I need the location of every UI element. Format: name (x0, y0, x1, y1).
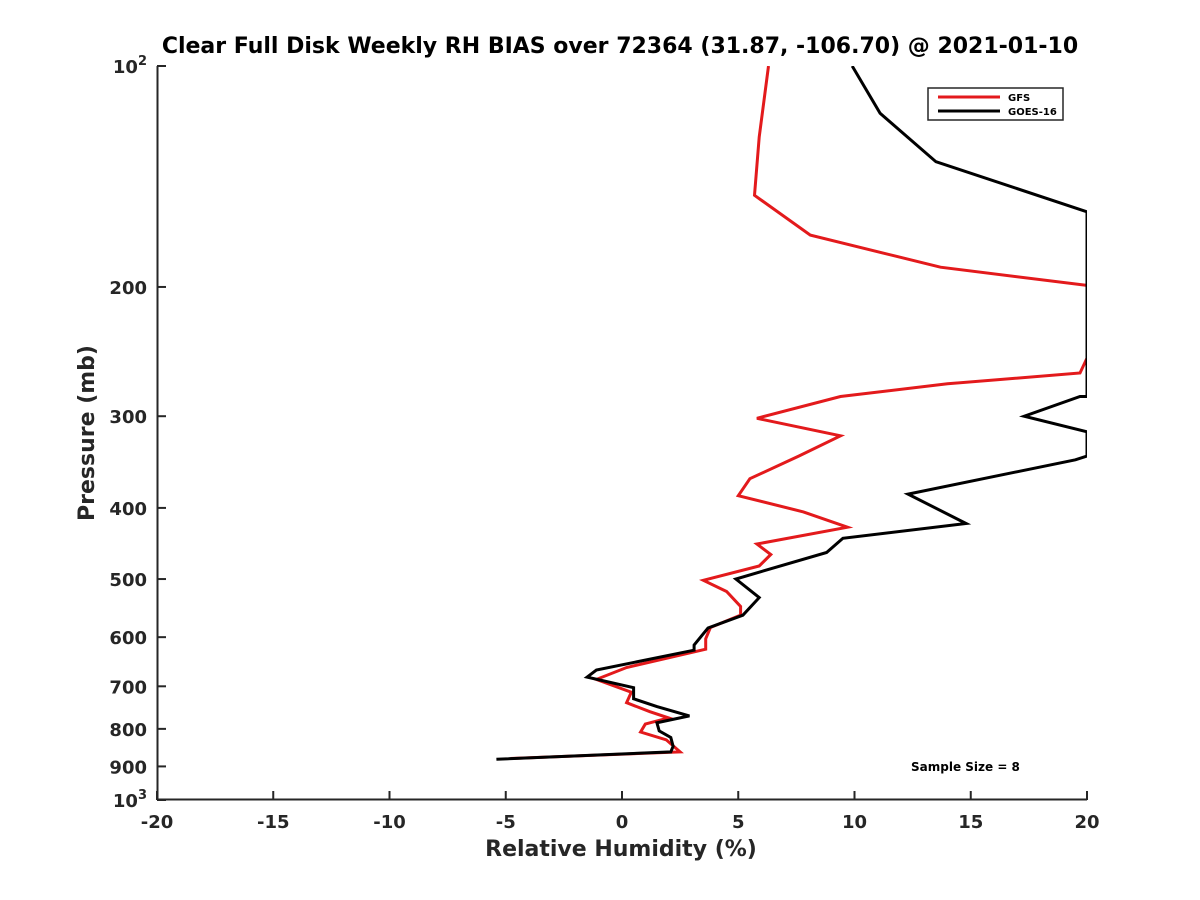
x-tick-label: -20 (141, 812, 174, 833)
x-tick-label: -15 (257, 812, 290, 833)
y-ticks: 102 200 300 400 500 600 700 800 900 103 (109, 54, 166, 812)
y-tick-label: 102 (113, 54, 147, 78)
x-tick-label: -5 (496, 812, 516, 833)
legend: GFS GOES-16 (927, 87, 1064, 121)
x-tick-label: 0 (616, 812, 629, 833)
series-line-goes-16 (496, 66, 1087, 761)
x-tick-label: 20 (1074, 812, 1099, 833)
y-tick-label: 900 (109, 757, 147, 778)
x-axis-label: Relative Humidity (%) (485, 837, 757, 862)
y-axis-label: Pressure (mb) (75, 345, 100, 521)
y-tick-label: 103 (113, 788, 147, 812)
y-tick-label: 400 (109, 499, 147, 520)
y-tick-label: 300 (109, 407, 147, 428)
y-tick-label: 600 (109, 628, 147, 649)
x-tick-label: 5 (732, 812, 745, 833)
y-tick-label: 200 (109, 278, 147, 299)
y-tick-label: 500 (109, 570, 147, 591)
chart-title: Clear Full Disk Weekly RH BIAS over 7236… (162, 34, 1078, 59)
series-group (496, 66, 1087, 761)
series-line-gfs (510, 66, 1087, 760)
x-tick-label: -10 (373, 812, 406, 833)
sample-size-annotation: Sample Size = 8 (911, 760, 1020, 774)
x-ticks: -20 -15 -10 -5 0 5 10 15 20 (141, 791, 1100, 833)
legend-label: GOES-16 (1008, 107, 1057, 118)
x-tick-label: 15 (958, 812, 983, 833)
legend-label: GFS (1008, 93, 1030, 104)
legend-box (927, 87, 1064, 121)
x-tick-label: 10 (842, 812, 867, 833)
y-tick-label: 700 (109, 677, 147, 698)
y-tick-label: 800 (109, 720, 147, 741)
